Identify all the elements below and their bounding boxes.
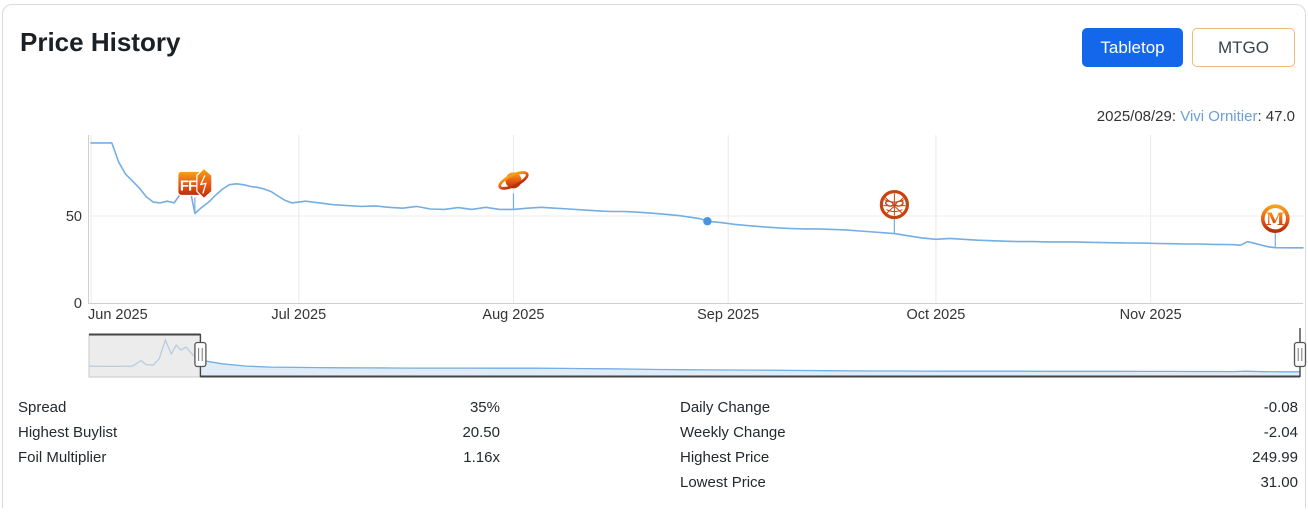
edge-of-eternities-set-icon[interactable]: [498, 169, 530, 191]
stat-value: 35%: [470, 398, 500, 418]
stat-label: Foil Multiplier: [18, 448, 106, 468]
stat-label: Weekly Change: [680, 423, 786, 443]
m-set-icon[interactable]: M: [1263, 206, 1288, 231]
stat-value: 1.16x: [463, 448, 500, 468]
stat-label: Highest Buylist: [18, 423, 117, 443]
stat-value: 31.00: [1260, 473, 1298, 493]
navigator-masked-region: [89, 334, 200, 377]
x-axis-label: Oct 2025: [907, 307, 966, 323]
x-axis-label: Jul 2025: [271, 307, 326, 323]
y-axis-label: 0: [74, 296, 82, 312]
stat-value: 20.50: [462, 423, 500, 443]
final-fantasy-set-icon[interactable]: FF: [178, 168, 212, 198]
stat-label: Highest Price: [680, 448, 769, 468]
selected-point-dot[interactable]: [703, 217, 711, 225]
y-axis: 0 50: [66, 135, 1303, 312]
price-line: [91, 143, 1303, 248]
stat-value: -0.08: [1264, 398, 1298, 418]
y-axis-label: 50: [66, 209, 82, 225]
stat-row: Spread 35%: [18, 395, 500, 420]
svg-text:M: M: [1266, 210, 1285, 230]
range-navigator[interactable]: [89, 328, 1306, 377]
stat-row: Daily Change -0.08: [680, 395, 1298, 420]
stat-row: Lowest Price 31.00: [680, 470, 1298, 495]
navigator-right-handle[interactable]: [1295, 343, 1306, 367]
x-gridlines: Jun 2025 Jul 2025 Aug 2025 Sep 2025 Oct 2025…: [88, 135, 1182, 323]
x-axis-label: Aug 2025: [482, 307, 544, 323]
navigator-left-handle[interactable]: [195, 343, 206, 367]
spider-man-set-icon[interactable]: [881, 192, 907, 218]
x-axis-label: Sep 2025: [697, 307, 759, 323]
stat-label: Lowest Price: [680, 473, 766, 493]
price-history-card: Price History Tabletop MTGO 2025/08/29: …: [2, 4, 1306, 508]
stat-value: -2.04: [1264, 423, 1298, 443]
stat-row: Foil Multiplier 1.16x: [18, 445, 500, 470]
x-axis-label: Jun 2025: [88, 307, 148, 323]
x-axis-label: Nov 2025: [1120, 307, 1182, 323]
stat-row: Highest Price 249.99: [680, 445, 1298, 470]
stat-value: 249.99: [1252, 448, 1298, 468]
stat-row: Weekly Change -2.04: [680, 420, 1298, 445]
stat-label: Spread: [18, 398, 66, 418]
stat-row: Highest Buylist 20.50: [18, 420, 500, 445]
stat-label: Daily Change: [680, 398, 770, 418]
svg-text:FF: FF: [180, 177, 197, 194]
